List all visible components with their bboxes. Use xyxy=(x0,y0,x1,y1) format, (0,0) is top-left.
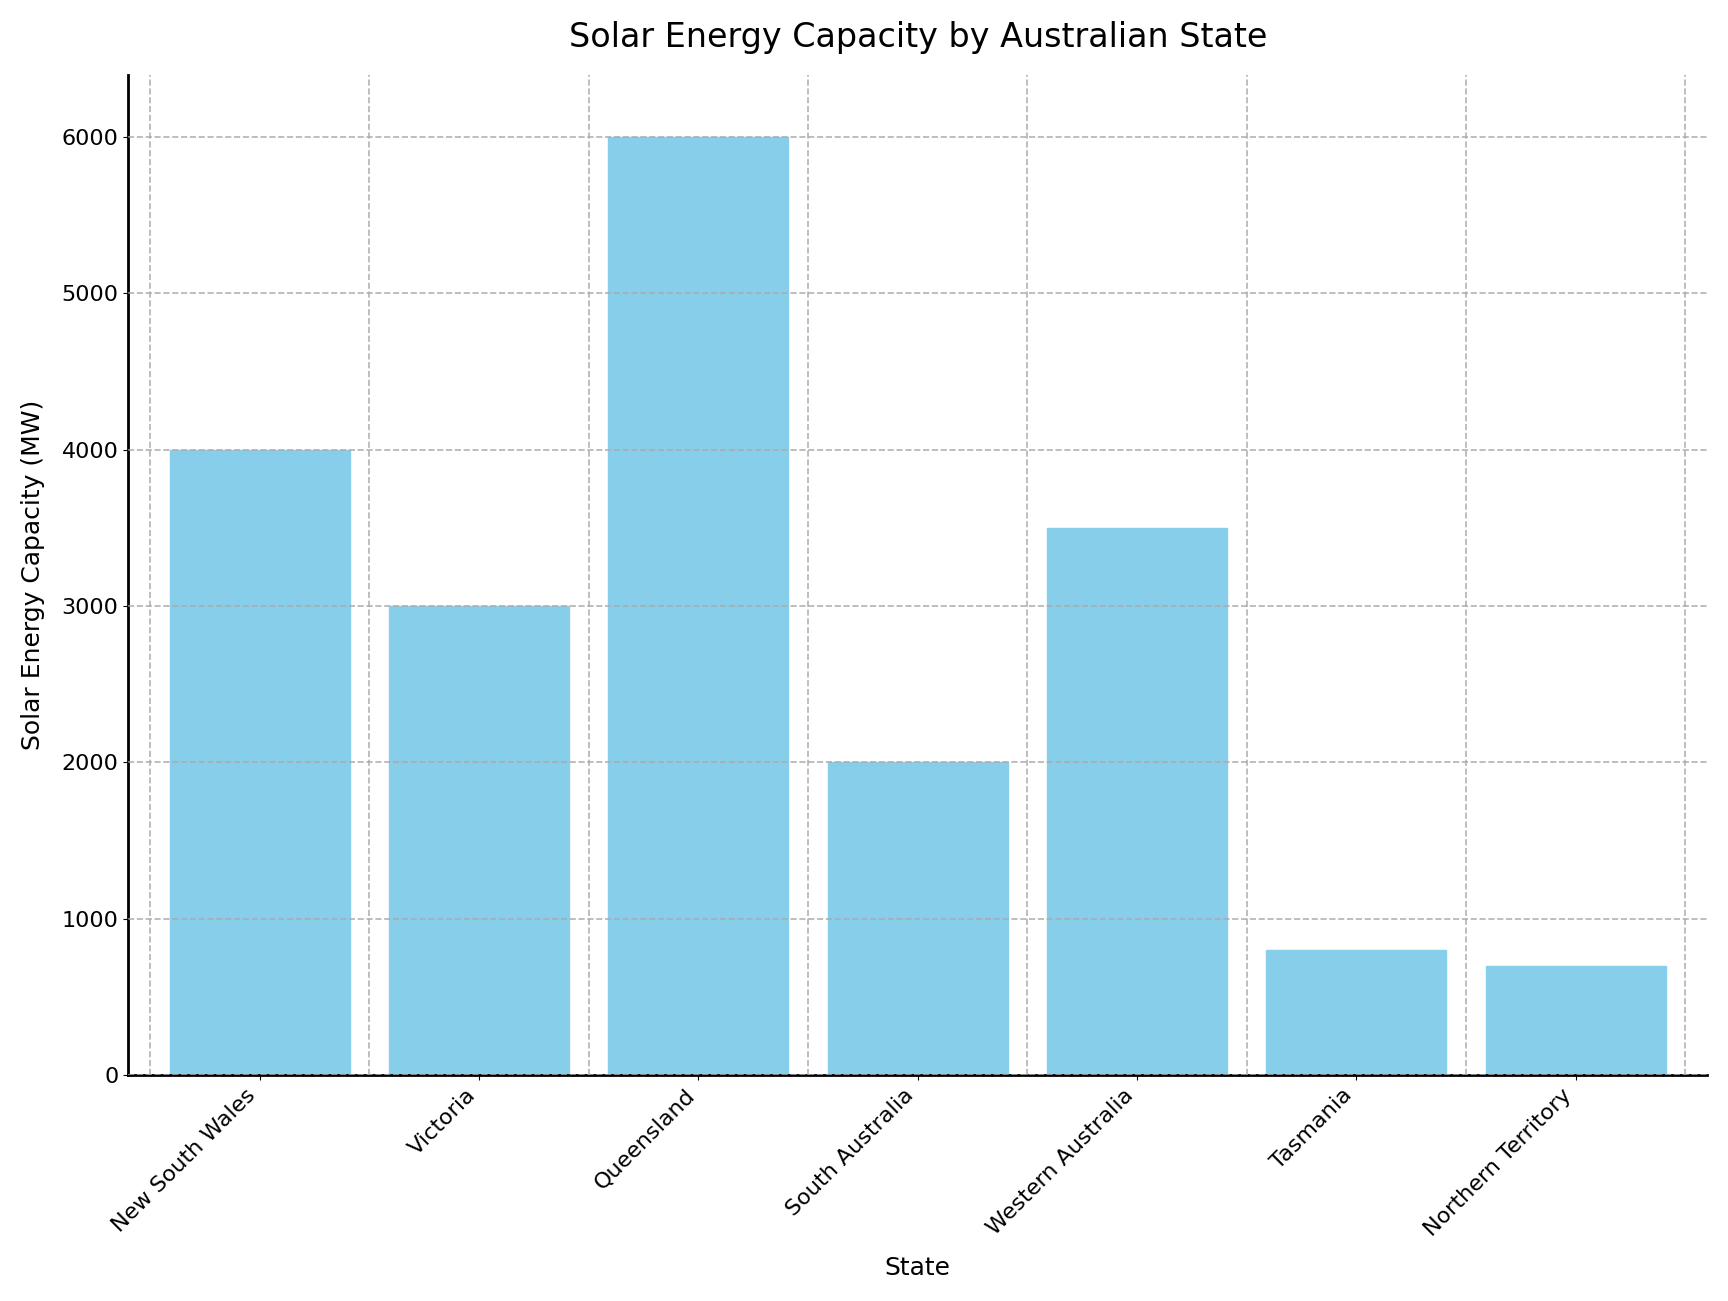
Bar xyxy=(1267,950,1446,1075)
Bar xyxy=(389,606,569,1075)
Title: Solar Energy Capacity by Australian State: Solar Energy Capacity by Australian Stat… xyxy=(569,21,1267,53)
X-axis label: State: State xyxy=(885,1257,950,1280)
Bar xyxy=(608,137,788,1075)
Y-axis label: Solar Energy Capacity (MW): Solar Energy Capacity (MW) xyxy=(21,399,45,749)
Bar xyxy=(1047,528,1227,1075)
Bar xyxy=(1486,965,1666,1075)
Bar xyxy=(828,762,1007,1075)
Bar xyxy=(169,450,349,1075)
